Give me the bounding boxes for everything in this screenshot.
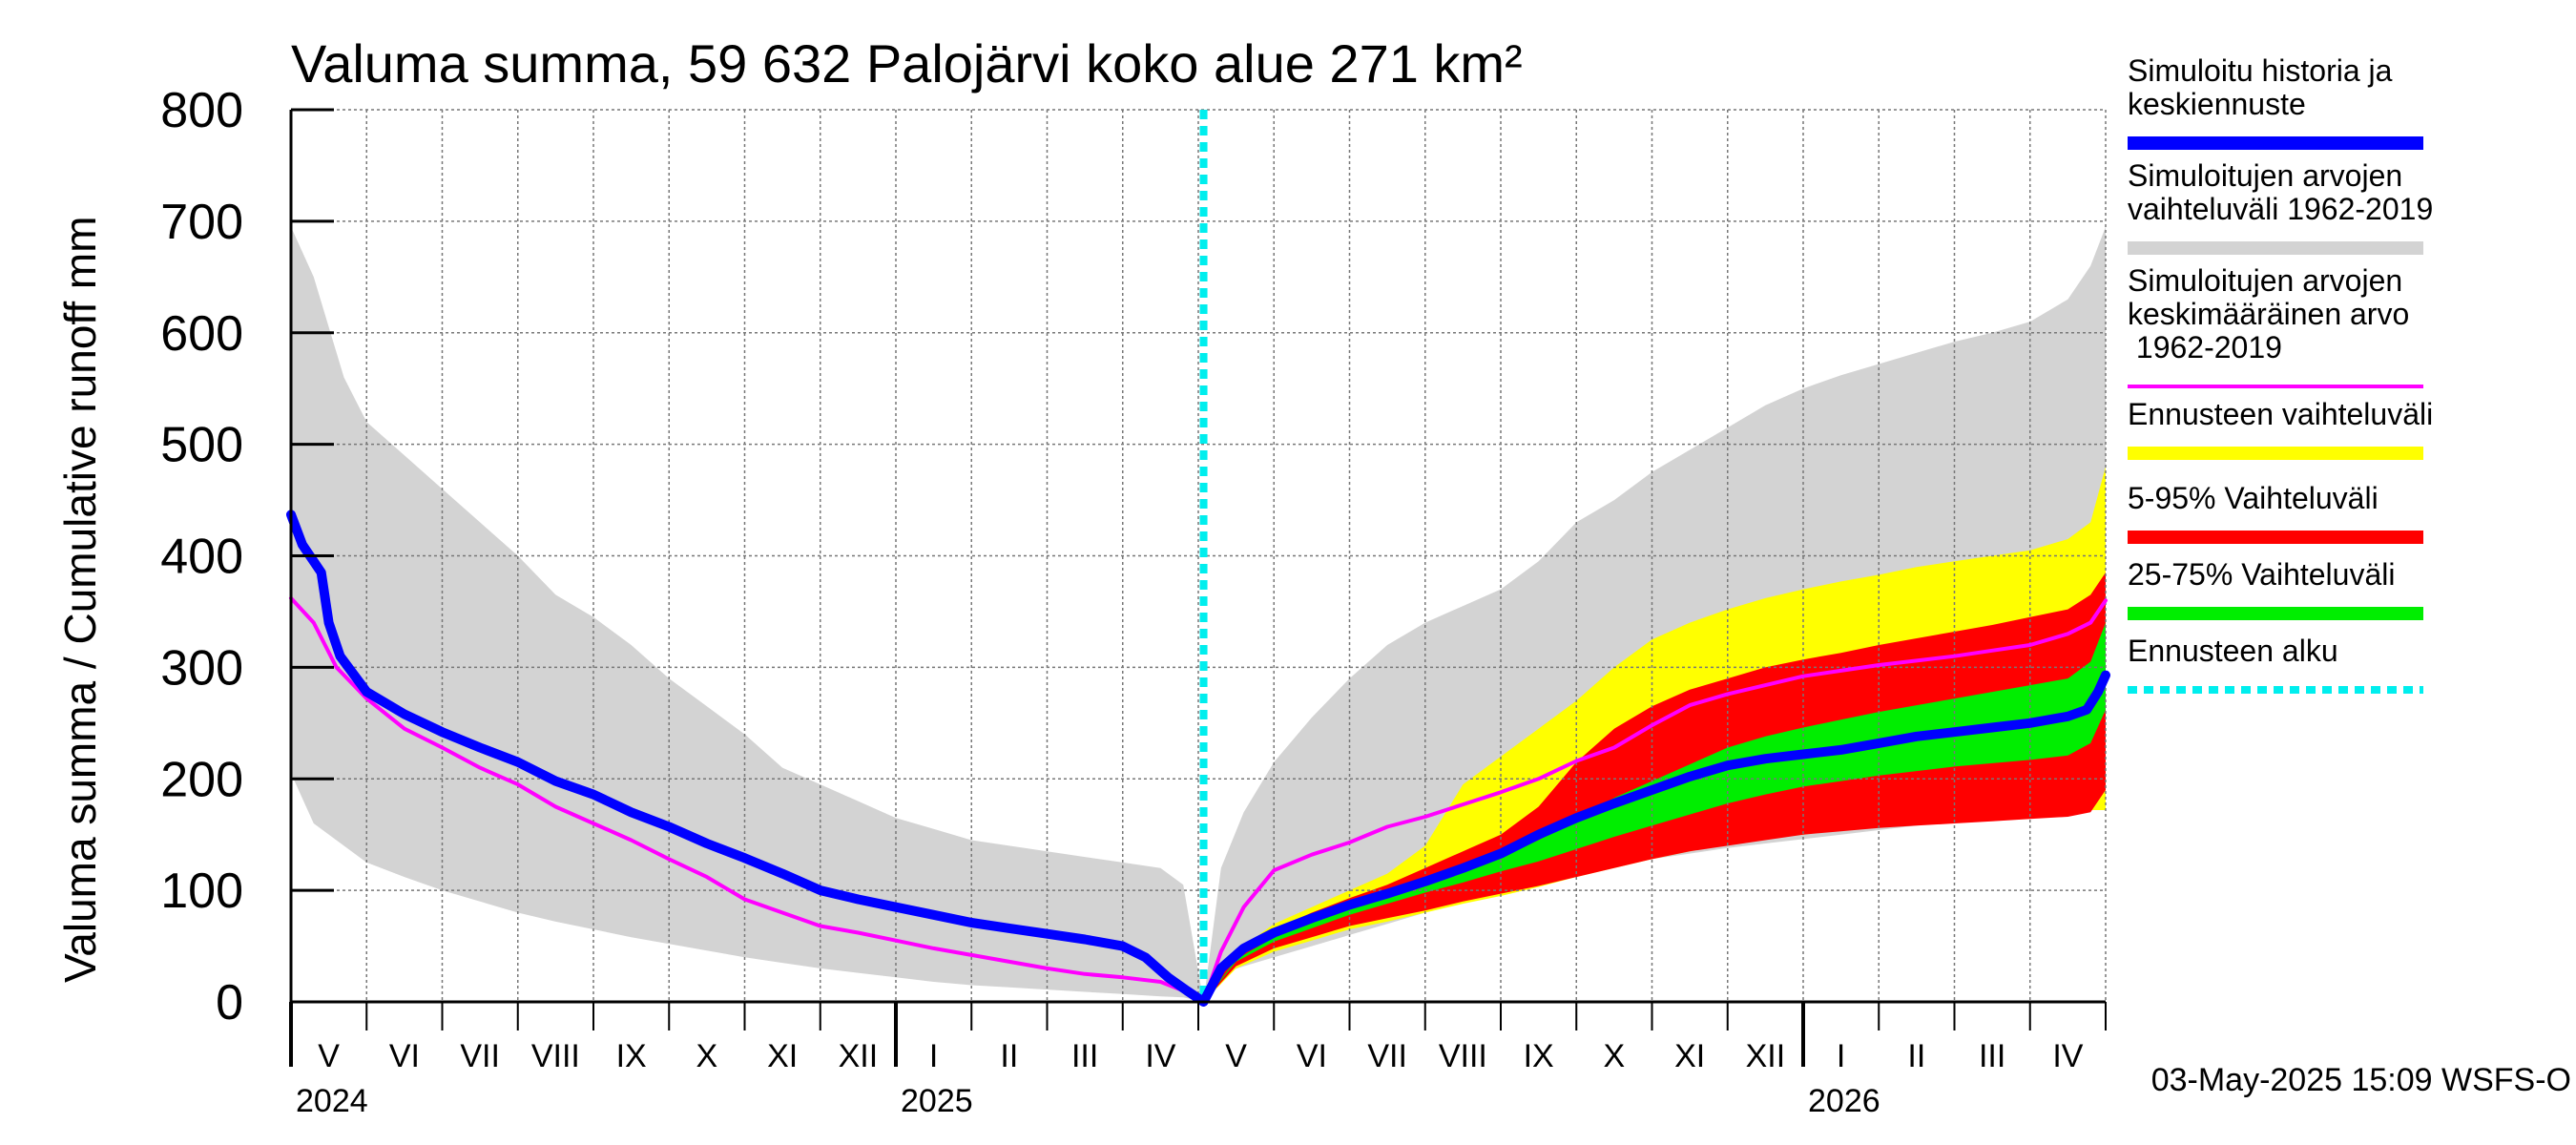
year-label: 2026 xyxy=(1808,1083,1880,1119)
month-label: IV xyxy=(2052,1038,2083,1074)
legend-label: Ennusteen vaihteluväli xyxy=(2128,397,2433,431)
legend-label-line: keskiennuste xyxy=(2128,87,2306,121)
month-label: VI xyxy=(389,1038,420,1074)
legend-label: Simuloitu historia ja keskiennuste xyxy=(2128,53,2393,121)
y-tick-label: 200 xyxy=(160,752,243,807)
legend-label: 25-75% Vaihteluväli xyxy=(2128,557,2395,592)
y-tick-label: 700 xyxy=(160,195,243,250)
month-label: VI xyxy=(1297,1038,1327,1074)
legend-label: 5-95% Vaihteluväli xyxy=(2128,481,2379,515)
legend-item-ennusteen-alku: Ennusteen alku xyxy=(2128,634,2423,694)
month-label: VIII xyxy=(1439,1038,1487,1074)
grid-layer xyxy=(291,109,2107,1002)
month-label: X xyxy=(696,1038,718,1074)
legend-label-line: Ennusteen vaihteluväli xyxy=(2128,397,2433,431)
legend-label-line: 1962-2019 xyxy=(2128,330,2282,364)
legend-label-line: 5-95% Vaihteluväli xyxy=(2128,481,2379,515)
month-label: VII xyxy=(460,1038,500,1074)
legend-label: Simuloitujen arvojen keskimääräinen arvo … xyxy=(2128,263,2409,364)
legend-label-line: Simuloitu historia ja xyxy=(2128,53,2393,88)
y-tick-label: 500 xyxy=(160,418,243,473)
month-label: XII xyxy=(839,1038,879,1074)
legend-item-simuloitujen-arvojen-keskim-r-inen-arvo-1962-2019: Simuloitujen arvojen keskimääräinen arvo … xyxy=(2128,263,2423,388)
y-tick-label: 600 xyxy=(160,306,243,362)
month-label: II xyxy=(1907,1038,1925,1074)
legend-item-ennusteen-vaihteluv-li: Ennusteen vaihteluväli xyxy=(2128,397,2433,460)
legend-label: Ennusteen alku xyxy=(2128,634,2338,668)
month-label: XII xyxy=(1746,1038,1786,1074)
y-tick-label: 100 xyxy=(160,864,243,919)
month-label: V xyxy=(318,1038,340,1074)
y-tick-label: 400 xyxy=(160,530,243,585)
month-label: IX xyxy=(616,1038,647,1074)
month-label: V xyxy=(1225,1038,1247,1074)
legend: Simuloitu historia ja keskiennusteSimuloi… xyxy=(2128,53,2433,694)
y-tick-label: 300 xyxy=(160,640,243,696)
month-label: XI xyxy=(1674,1038,1705,1074)
legend-item-25-75-vaihteluv-li: 25-75% Vaihteluväli xyxy=(2128,557,2423,620)
month-label: III xyxy=(1979,1038,2005,1074)
legend-label-line: Ennusteen alku xyxy=(2128,634,2338,668)
month-label: I xyxy=(929,1038,938,1074)
legend-label-line: 25-75% Vaihteluväli xyxy=(2128,557,2395,592)
legend-label-line: vaihteluväli 1962-2019 xyxy=(2128,192,2433,226)
month-label: III xyxy=(1071,1038,1098,1074)
month-label: XI xyxy=(767,1038,798,1074)
month-label: VIII xyxy=(531,1038,580,1074)
month-label: IX xyxy=(1524,1038,1554,1074)
band-25-75-vaihteluv-li xyxy=(1203,622,2106,1002)
timestamp-footer: 03-May-2025 15:09 WSFS-O xyxy=(2151,1062,2571,1098)
y-axis-label: Valuma summa / Cumulative runoff mm xyxy=(55,216,105,983)
series-simuloitu-historia-ja-keskiennuste xyxy=(286,510,2110,1007)
month-label: I xyxy=(1837,1038,1845,1074)
legend-label-line: Simuloitujen arvojen xyxy=(2128,263,2402,298)
chart-title: Valuma summa, 59 632 Palojärvi koko alue… xyxy=(291,33,1523,94)
year-label: 2024 xyxy=(296,1083,368,1119)
month-label: X xyxy=(1604,1038,1626,1074)
legend-label: Simuloitujen arvojen vaihteluväli 1962-20… xyxy=(2128,158,2433,226)
month-label: VII xyxy=(1367,1038,1407,1074)
legend-label-line: keskimääräinen arvo xyxy=(2128,297,2409,331)
legend-item-5-95-vaihteluv-li: 5-95% Vaihteluväli xyxy=(2128,481,2423,544)
month-label: IV xyxy=(1145,1038,1175,1074)
month-label: II xyxy=(1000,1038,1018,1074)
legend-item-simuloitujen-arvojen-vaihteluv-li-1962-2019: Simuloitujen arvojen vaihteluväli 1962-20… xyxy=(2128,158,2433,255)
y-tick-label: 0 xyxy=(216,975,243,1030)
legend-item-simuloitu-historia-ja-keskiennuste: Simuloitu historia ja keskiennuste xyxy=(2128,53,2423,150)
legend-label-line: Simuloitujen arvojen xyxy=(2128,158,2402,193)
y-tick-label: 800 xyxy=(160,83,243,138)
year-label: 2025 xyxy=(901,1083,973,1119)
